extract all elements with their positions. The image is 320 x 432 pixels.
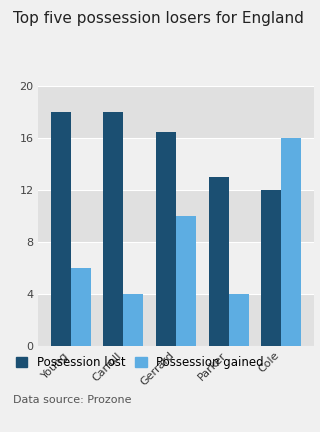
Bar (38, 138, 314, 190)
Text: Top five possession losers for England: Top five possession losers for England (13, 11, 304, 26)
Bar (176, 216, 196, 346)
Bar (261, 190, 281, 346)
Bar (51, 112, 71, 346)
Legend: Possession lost, Possession gained: Possession lost, Possession gained (15, 356, 264, 369)
Bar (281, 138, 301, 346)
Bar (38, 294, 314, 346)
Bar (38, 242, 314, 294)
Bar (71, 268, 91, 346)
Bar (156, 132, 176, 346)
Bar (209, 177, 228, 346)
Bar (228, 294, 249, 346)
Bar (124, 294, 143, 346)
Bar (38, 86, 314, 138)
Bar (103, 112, 124, 346)
Bar (38, 190, 314, 242)
Text: Data source: Prozone: Data source: Prozone (13, 395, 131, 405)
